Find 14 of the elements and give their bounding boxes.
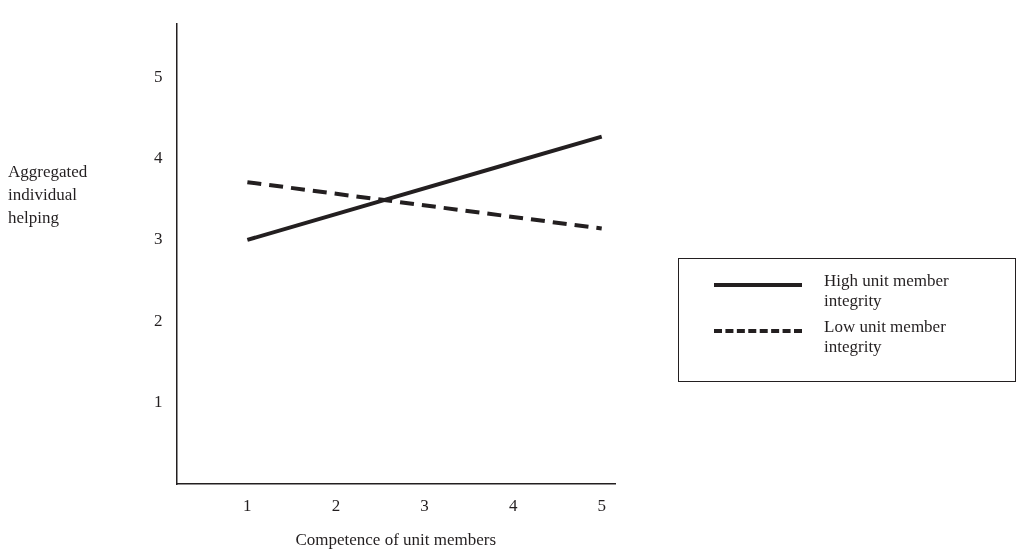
text: High unit member integrity	[824, 271, 950, 311]
y-tick-label: 2	[154, 310, 163, 330]
y-tick-label: 5	[154, 66, 163, 86]
y-tick-label: 3	[154, 229, 163, 249]
y-axis-title: Aggregated individual helping	[8, 161, 89, 229]
y-tick-label: 4	[154, 148, 163, 168]
text: Low unit member integrity	[824, 317, 947, 357]
x-tick-label: 3	[420, 495, 429, 515]
y-tick-label: 1	[154, 392, 163, 412]
x-axis-title: Competence of unit members	[295, 530, 497, 550]
x-tick-label: 2	[331, 495, 341, 515]
x-tick-label: 5	[597, 495, 606, 515]
x-tick-label: 4	[508, 495, 518, 515]
x-tick-label: 1	[243, 495, 252, 515]
